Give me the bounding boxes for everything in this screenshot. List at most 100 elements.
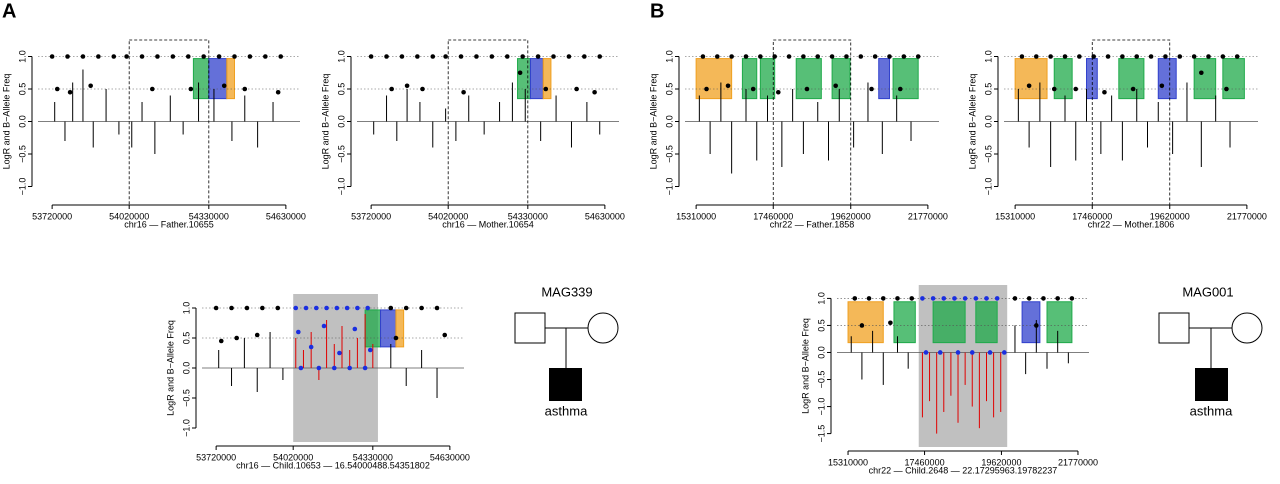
baf-point	[551, 54, 556, 59]
x-tick-label: 15310000	[828, 457, 868, 467]
x-tick-label: 19620000	[981, 457, 1021, 467]
x-tick-label: 54330000	[353, 452, 393, 462]
y-tick-label: −0.5	[17, 145, 27, 163]
baf-point	[920, 296, 925, 301]
baf-point	[962, 296, 968, 301]
y-tick-label: 0.5	[983, 83, 993, 96]
y-tick-label: 1.0	[664, 50, 674, 63]
baf-point	[930, 296, 936, 301]
chart: −1.0 −0.5 0.0 0.5 1.0 15310000 17460000 1962000…	[967, 39, 1267, 229]
cnv-band	[517, 58, 531, 100]
baf-point	[714, 54, 720, 59]
cnv-band	[364, 309, 382, 348]
baf-point	[815, 54, 821, 59]
baf-point	[384, 54, 389, 59]
x-axis-label: chr22 — Child.2648 — 22.17295963.1978223…	[869, 465, 1058, 475]
cnv-band	[695, 58, 733, 100]
baf-point	[1001, 350, 1007, 355]
baf-point	[1048, 54, 1053, 59]
baf-point	[775, 89, 781, 95]
baf-point	[1102, 89, 1107, 95]
baf-point	[1062, 54, 1068, 59]
baf-point	[909, 296, 915, 301]
baf-point	[887, 54, 892, 59]
chart: −1.0 −0.5 0.0 0.5 1.0 15310000 17460000 1962000…	[648, 39, 948, 229]
child-symbol	[549, 368, 582, 401]
baf-point	[833, 83, 838, 89]
y-tick-label: −1.0	[983, 178, 993, 196]
y-tick-label: −0.5	[983, 145, 993, 163]
baf-point	[1234, 54, 1240, 59]
baf-point	[213, 305, 219, 311]
baf-point	[254, 332, 260, 338]
baf-point	[1055, 296, 1060, 301]
y-tick-label: 0.0	[181, 362, 191, 375]
x-tick-label: 53720000	[32, 211, 72, 221]
cnv-band	[1157, 58, 1177, 100]
cnv-band	[395, 309, 405, 348]
baf-point	[388, 305, 394, 311]
baf-point	[994, 296, 1000, 301]
baf-point	[474, 54, 479, 59]
selection-box	[128, 39, 210, 206]
x-tick-label: 21770000	[908, 211, 948, 221]
baf-point	[1034, 323, 1039, 328]
baf-point	[880, 296, 886, 301]
baf-point	[1026, 83, 1032, 89]
y-axis-label: LogR and B−Allele Freq	[800, 318, 810, 414]
baf-point	[984, 296, 989, 301]
family-id: MAG001	[1182, 284, 1233, 299]
cnv-band	[847, 301, 884, 344]
baf-point	[574, 86, 579, 92]
y-tick-label: 0.0	[816, 346, 826, 359]
baf-point	[234, 335, 239, 341]
x-tick-label: 54630000	[585, 211, 625, 221]
baf-point	[758, 54, 763, 59]
y-tick-label: −1.0	[664, 178, 674, 196]
x-tick-label: 17460000	[905, 457, 945, 467]
baf-point	[403, 305, 409, 311]
baf-point	[139, 54, 145, 59]
baf-point	[399, 54, 405, 59]
baf-point	[1191, 54, 1197, 59]
y-tick-label: 0.0	[664, 115, 674, 128]
baf-point	[1077, 54, 1082, 59]
baf-point	[80, 54, 86, 59]
baf-point	[897, 86, 903, 92]
x-tick-label: 19620000	[1150, 211, 1190, 221]
baf-point	[535, 54, 541, 59]
baf-point	[1073, 86, 1079, 92]
baf-point	[1012, 296, 1018, 301]
baf-point	[124, 54, 129, 59]
x-axis-label: chr16 — Father.10655	[124, 219, 214, 229]
baf-point	[725, 83, 731, 89]
x-axis-label: chr22 — Father.1858	[770, 219, 855, 229]
baf-point	[316, 365, 322, 371]
baf-point	[969, 350, 975, 355]
y-tick-label: 0.5	[816, 319, 826, 332]
y-tick-label: −1.0	[181, 419, 191, 437]
y-tick-label: −0.5	[336, 145, 346, 163]
baf-point	[263, 54, 268, 59]
baf-point	[801, 54, 806, 59]
baf-point	[275, 89, 281, 95]
baf-point	[941, 296, 947, 301]
baf-point	[293, 305, 299, 311]
baf-point	[952, 296, 957, 301]
y-tick-label: 1.0	[17, 50, 27, 63]
baf-point	[566, 54, 572, 59]
baf-point	[829, 54, 835, 59]
cnv-band	[542, 58, 552, 100]
x-axis-label: chr16 — Mother.10654	[442, 219, 534, 229]
baf-point	[434, 305, 440, 311]
y-tick-label: −1.0	[816, 398, 826, 416]
baf-point	[229, 305, 234, 311]
x-tick-label: 54020000	[109, 211, 149, 221]
baf-point	[1120, 54, 1125, 59]
x-tick-label: 15310000	[995, 211, 1035, 221]
baf-point	[244, 305, 250, 311]
baf-point	[247, 54, 253, 59]
mother-symbol	[587, 312, 619, 344]
x-tick-label: 21770000	[1227, 211, 1267, 221]
cnv-band	[1046, 301, 1073, 344]
